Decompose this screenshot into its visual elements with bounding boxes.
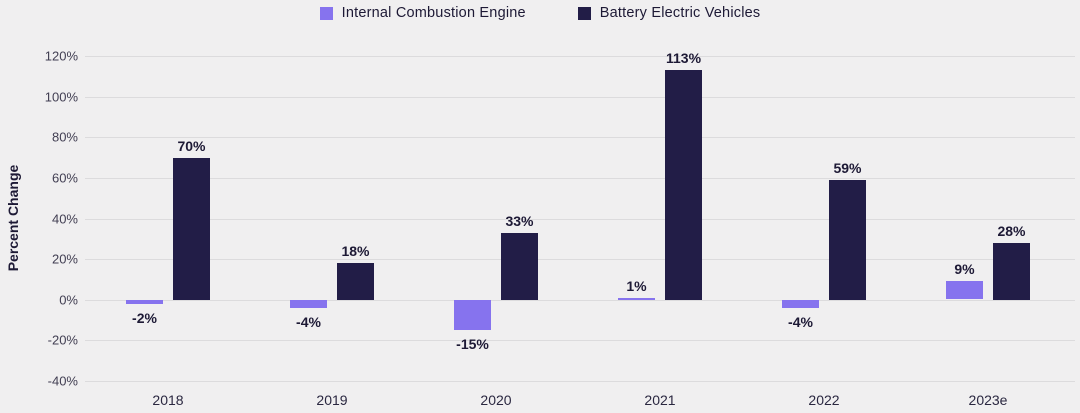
x-axis-tick-label: 2020 xyxy=(480,392,512,408)
gridline xyxy=(85,219,1075,220)
bar-value-label: 9% xyxy=(954,261,975,277)
legend-item-battery-electric-vehicles: Battery Electric Vehicles xyxy=(577,5,761,21)
gridline xyxy=(85,300,1075,301)
ice-legend-label: Internal Combustion Engine xyxy=(341,5,526,21)
x-axis-tick-label: 2018 xyxy=(152,392,184,408)
legend: Internal Combustion Engine Battery Elect… xyxy=(0,2,1080,24)
bev-bar xyxy=(829,180,866,300)
bar-value-label: -15% xyxy=(456,336,489,352)
gridline xyxy=(85,56,1075,57)
bar-value-label: 1% xyxy=(626,278,647,294)
y-axis-tick-label: -40% xyxy=(47,373,78,389)
bar-value-label: 113% xyxy=(665,50,702,66)
y-axis-title: Percent Change xyxy=(5,164,21,272)
bev-bar xyxy=(501,233,538,300)
bev-bar xyxy=(337,263,374,300)
bar-value-label: -4% xyxy=(296,314,321,330)
y-axis-tick-label: 0% xyxy=(59,292,78,308)
bar-value-label: -2% xyxy=(132,310,157,326)
gridline xyxy=(85,178,1075,179)
y-axis-tick-label: 120% xyxy=(44,48,78,64)
bev-legend-swatch-icon xyxy=(577,6,591,20)
gridline xyxy=(85,340,1075,341)
y-axis-tick-label: 60% xyxy=(51,170,78,186)
y-axis-tick-label: 40% xyxy=(51,211,78,227)
gridline xyxy=(85,137,1075,138)
ice-bar xyxy=(946,281,983,299)
bev-bar xyxy=(993,243,1030,300)
y-axis-tick-label: 80% xyxy=(51,129,78,145)
bev-bar xyxy=(665,70,702,300)
ice-bar xyxy=(782,300,819,308)
y-axis-tick-label: 100% xyxy=(44,89,78,105)
x-axis-tick-label: 2023e xyxy=(968,392,1008,408)
ice-bar xyxy=(290,300,327,308)
bar-value-label: 28% xyxy=(997,223,1026,239)
ice-bar xyxy=(126,300,163,304)
x-axis-tick-label: 2019 xyxy=(316,392,348,408)
y-axis-tick-label: 20% xyxy=(51,251,78,267)
x-axis-tick-label: 2022 xyxy=(808,392,840,408)
legend-item-internal-combustion-engine: Internal Combustion Engine xyxy=(319,5,526,21)
bar-value-label: 70% xyxy=(177,138,206,154)
gridline xyxy=(85,259,1075,260)
bev-legend-label: Battery Electric Vehicles xyxy=(599,5,761,21)
bar-value-label: 18% xyxy=(341,243,370,259)
ice-bar xyxy=(454,300,491,330)
bar-value-label: -4% xyxy=(788,314,813,330)
gridline xyxy=(85,381,1075,382)
bev-bar xyxy=(173,158,210,300)
x-axis-tick-label: 2021 xyxy=(644,392,676,408)
bar-value-label: 59% xyxy=(833,160,862,176)
bar-value-label: 33% xyxy=(505,213,534,229)
y-axis-tick-label: -20% xyxy=(47,332,78,348)
ice-legend-swatch-icon xyxy=(319,6,333,20)
ice-bar xyxy=(618,298,655,300)
gridline xyxy=(85,97,1075,98)
